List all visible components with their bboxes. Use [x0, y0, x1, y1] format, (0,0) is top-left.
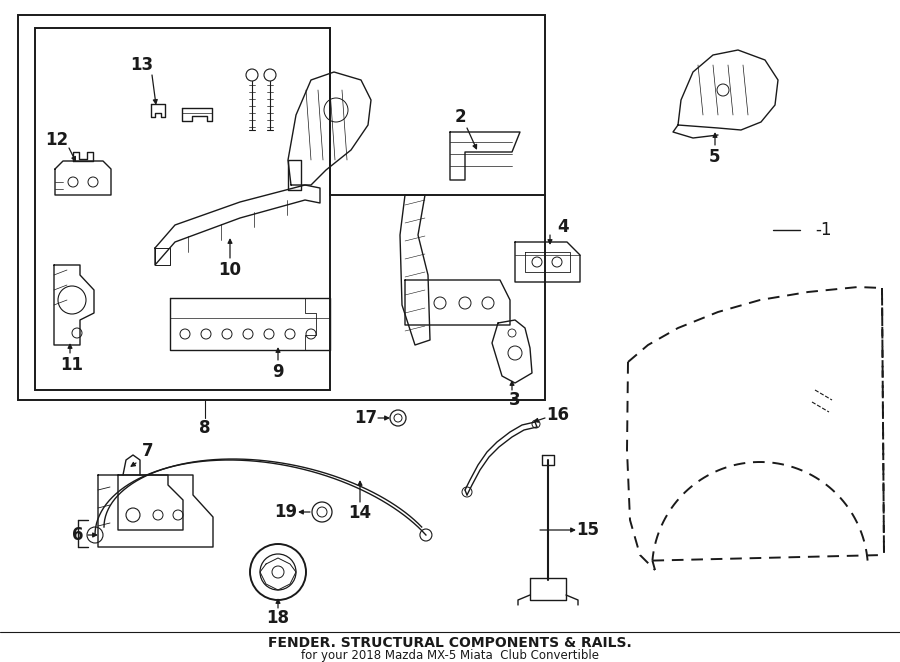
- Text: FENDER. STRUCTURAL COMPONENTS & RAILS.: FENDER. STRUCTURAL COMPONENTS & RAILS.: [268, 636, 632, 650]
- Text: 10: 10: [219, 261, 241, 279]
- Text: 5: 5: [709, 148, 721, 166]
- Text: -1: -1: [815, 221, 832, 239]
- Text: 17: 17: [355, 409, 378, 427]
- Text: 19: 19: [274, 503, 298, 521]
- Bar: [18, 15, 545, 400]
- Text: 3: 3: [509, 391, 521, 409]
- Text: 9: 9: [272, 363, 284, 381]
- Text: 7: 7: [142, 442, 154, 460]
- Text: 15: 15: [577, 521, 599, 539]
- Text: 13: 13: [130, 56, 154, 74]
- Text: 2: 2: [454, 108, 466, 126]
- Text: 4: 4: [557, 218, 569, 236]
- Bar: [35, 28, 330, 390]
- Text: 14: 14: [348, 504, 372, 522]
- Text: 16: 16: [546, 406, 570, 424]
- Text: 8: 8: [199, 419, 211, 437]
- Text: 11: 11: [60, 356, 84, 374]
- Text: for your 2018 Mazda MX-5 Miata  Club Convertible: for your 2018 Mazda MX-5 Miata Club Conv…: [301, 649, 599, 661]
- Text: 6: 6: [72, 526, 84, 544]
- Text: 18: 18: [266, 609, 290, 627]
- Text: 12: 12: [45, 131, 68, 149]
